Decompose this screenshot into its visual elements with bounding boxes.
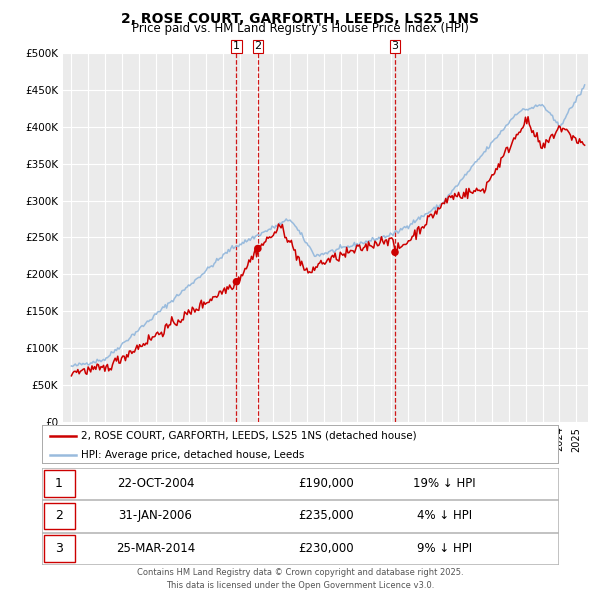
FancyBboxPatch shape xyxy=(44,535,74,562)
Text: 2, ROSE COURT, GARFORTH, LEEDS, LS25 1NS: 2, ROSE COURT, GARFORTH, LEEDS, LS25 1NS xyxy=(121,12,479,26)
Text: 19% ↓ HPI: 19% ↓ HPI xyxy=(413,477,476,490)
Point xyxy=(390,248,400,257)
Text: 3: 3 xyxy=(55,542,63,555)
Point xyxy=(253,244,263,253)
Text: 22-OCT-2004: 22-OCT-2004 xyxy=(117,477,194,490)
Text: 2, ROSE COURT, GARFORTH, LEEDS, LS25 1NS (detached house): 2, ROSE COURT, GARFORTH, LEEDS, LS25 1NS… xyxy=(80,431,416,441)
Text: 2: 2 xyxy=(55,509,63,523)
Text: £230,000: £230,000 xyxy=(298,542,353,555)
Text: 1: 1 xyxy=(55,477,63,490)
Text: 25-MAR-2014: 25-MAR-2014 xyxy=(116,542,195,555)
Text: 2: 2 xyxy=(254,41,262,51)
Text: £235,000: £235,000 xyxy=(298,509,353,523)
Text: £190,000: £190,000 xyxy=(298,477,353,490)
Text: 31-JAN-2006: 31-JAN-2006 xyxy=(119,509,193,523)
Text: This data is licensed under the Open Government Licence v3.0.: This data is licensed under the Open Gov… xyxy=(166,581,434,590)
Text: 4% ↓ HPI: 4% ↓ HPI xyxy=(417,509,472,523)
Text: Contains HM Land Registry data © Crown copyright and database right 2025.: Contains HM Land Registry data © Crown c… xyxy=(137,568,463,577)
FancyBboxPatch shape xyxy=(44,503,74,529)
FancyBboxPatch shape xyxy=(44,470,74,497)
Text: 9% ↓ HPI: 9% ↓ HPI xyxy=(417,542,472,555)
Text: Price paid vs. HM Land Registry's House Price Index (HPI): Price paid vs. HM Land Registry's House … xyxy=(131,22,469,35)
Text: 1: 1 xyxy=(233,41,240,51)
Text: HPI: Average price, detached house, Leeds: HPI: Average price, detached house, Leed… xyxy=(80,450,304,460)
Point xyxy=(232,277,241,287)
Text: 3: 3 xyxy=(391,41,398,51)
